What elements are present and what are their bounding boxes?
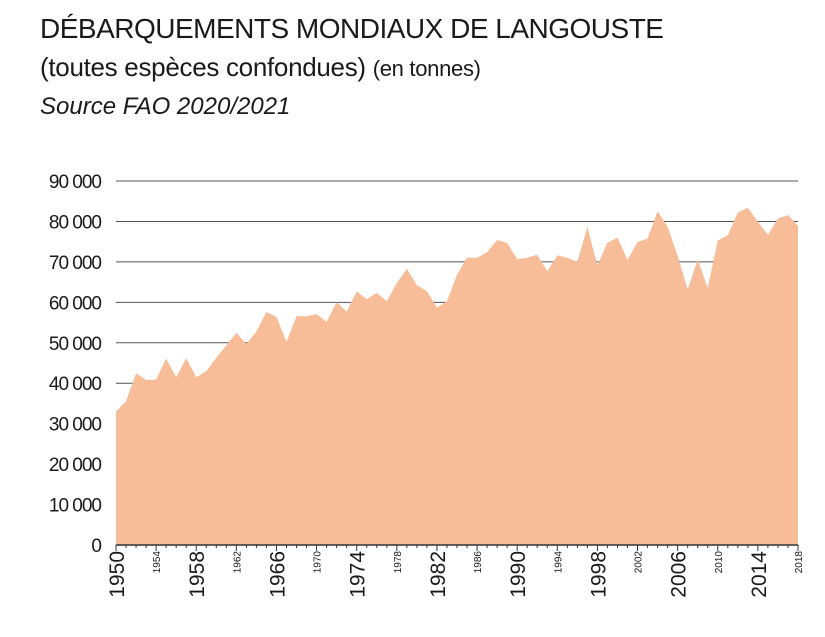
x-tick-label-minor: 1986 [473,551,484,574]
y-tick-label: 70 000 [49,253,102,274]
subtitle-text: (toutes espèces confondues) [40,52,366,82]
x-tick-label: 2006 [668,551,691,598]
x-tick-label: 1990 [507,551,530,598]
x-tick-label-minor: 2002 [634,551,645,574]
chart-subtitle: (toutes espèces confondues) (en tonnes) [40,48,663,88]
x-tick-label-minor: 1962 [232,551,243,574]
y-tick-label: 80 000 [49,212,102,233]
y-tick-label: 90 000 [49,172,102,193]
y-tick-label: 10 000 [49,496,102,517]
unit-text: (en tonnes) [372,56,481,81]
x-tick-label: 1998 [587,551,610,598]
x-axis-ticks: 1950 1958 1966 1974 1982 1990 1998 2006 2014 1954… [106,551,805,598]
series-area-0 [116,207,798,545]
x-tick-label: 1966 [266,551,289,598]
y-tick-label: 0 [91,536,101,557]
y-tick-label: 40 000 [49,374,102,395]
x-tick-label: 1950 [106,551,129,598]
chart-source: Source FAO 2020/2021 [40,93,291,120]
area-layer [116,207,798,545]
title-block: DÉBARQUEMENTS MONDIAUX DE LANGOUSTE (tou… [40,10,664,126]
x-tick-label-minor: 1970 [313,551,324,574]
y-tick-label: 30 000 [49,415,102,436]
axes [115,544,799,551]
x-tick-label: 1982 [427,551,450,598]
x-tick-label: 2014 [748,551,771,598]
x-tick-label: 1974 [347,551,370,598]
y-tick-label: 20 000 [49,455,102,476]
x-tick-label-minor: 2010 [714,551,725,574]
x-tick-label-minor: 2018 [794,551,805,574]
y-tick-label: 60 000 [49,293,102,314]
x-tick-label-minor: 1978 [393,551,404,574]
y-tick-label: 50 000 [49,334,102,355]
y-axis-ticks: 0 10 000 20 000 30 000 40 000 50 000 60 000 70 … [49,172,103,557]
chart-title: DÉBARQUEMENTS MONDIAUX DE LANGOUSTE [40,13,664,44]
x-tick-label-minor: 1994 [553,551,564,574]
x-tick-label-minor: 1954 [152,551,163,574]
x-tick-label: 1958 [186,551,209,598]
